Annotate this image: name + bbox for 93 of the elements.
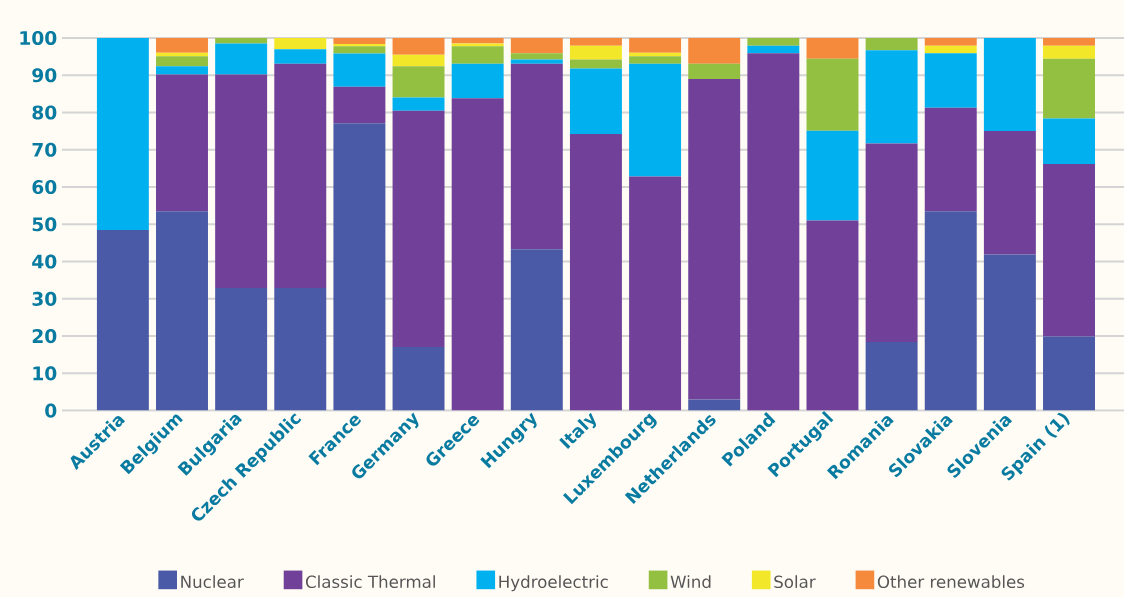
bar [392, 110, 445, 347]
bar [924, 37, 977, 46]
bar [629, 56, 682, 64]
bar [688, 63, 741, 79]
y-tick-label: 0 [45, 403, 57, 418]
bar [392, 97, 445, 111]
bar [806, 220, 859, 411]
bar [274, 63, 327, 288]
bar [629, 63, 682, 177]
bar [806, 130, 859, 221]
y-tick-label: 100 [20, 30, 57, 45]
bar [983, 37, 1036, 131]
bar [156, 52, 208, 56]
bar [569, 59, 622, 69]
bar [1043, 45, 1095, 59]
bar [865, 341, 918, 411]
bar [451, 45, 504, 64]
bar [510, 59, 563, 64]
bar [156, 74, 208, 212]
bar [924, 53, 977, 108]
bar [156, 66, 208, 75]
bar [1043, 58, 1095, 119]
bar [865, 50, 918, 144]
bar [747, 53, 800, 411]
bar [688, 78, 741, 400]
bar [865, 143, 918, 342]
legend-label: Hydroelectric [499, 574, 608, 592]
bar [924, 45, 977, 54]
bar [333, 45, 386, 54]
bar [629, 37, 682, 53]
y-tick-label: 60 [32, 179, 57, 194]
bar [156, 37, 208, 53]
bar [983, 130, 1036, 255]
bar [983, 254, 1036, 411]
bar [156, 211, 208, 411]
bar [392, 54, 445, 67]
bar [451, 37, 504, 44]
bar [569, 45, 622, 60]
bar [510, 249, 563, 411]
bar [96, 37, 149, 230]
y-tick-label: 10 [33, 366, 57, 381]
legend-label: Other renewables [877, 574, 1025, 588]
bar [274, 48, 327, 64]
legend-label: Nuclear [181, 574, 244, 588]
bar [333, 123, 386, 411]
bar [333, 53, 386, 87]
bar [924, 107, 977, 212]
y-tick-label: 50 [32, 217, 57, 232]
bar [392, 37, 445, 55]
bar [747, 45, 800, 54]
bar [688, 37, 741, 64]
bar [1043, 163, 1095, 337]
bar [451, 63, 504, 99]
bar [274, 287, 327, 411]
y-tick-label: 90 [32, 67, 57, 83]
y-tick-label: 30 [32, 291, 57, 306]
bar [924, 211, 977, 411]
bar [333, 43, 386, 46]
bar [333, 37, 386, 44]
bar [569, 133, 622, 411]
y-tick-label: 40 [32, 254, 57, 269]
legend-label: Classic Thermal [305, 574, 435, 588]
bar [96, 229, 149, 411]
bar [510, 53, 563, 60]
bar [1043, 118, 1095, 164]
bar [392, 346, 445, 411]
bar [215, 43, 268, 75]
bar [688, 399, 741, 411]
bar [215, 74, 268, 288]
bar [806, 37, 859, 59]
bar [747, 37, 800, 46]
bar [215, 287, 268, 411]
y-tick-label: 80 [32, 105, 57, 120]
y-tick-label: 20 [32, 328, 57, 343]
y-tick-label: 70 [32, 142, 57, 157]
bar [156, 56, 208, 67]
bar [629, 52, 682, 56]
bar [274, 37, 327, 49]
bar [451, 98, 504, 411]
bar [1043, 336, 1095, 411]
legend-label: Wind [670, 574, 711, 588]
bar [333, 86, 386, 124]
bar [215, 37, 268, 44]
legend-label: Solar [774, 574, 816, 588]
bar [629, 176, 682, 411]
bar [392, 66, 445, 98]
bar [510, 37, 563, 54]
bar [806, 58, 859, 131]
bar [569, 37, 622, 46]
bar [1043, 37, 1095, 46]
bar [865, 37, 918, 51]
bar [510, 63, 563, 250]
bar [569, 68, 622, 134]
